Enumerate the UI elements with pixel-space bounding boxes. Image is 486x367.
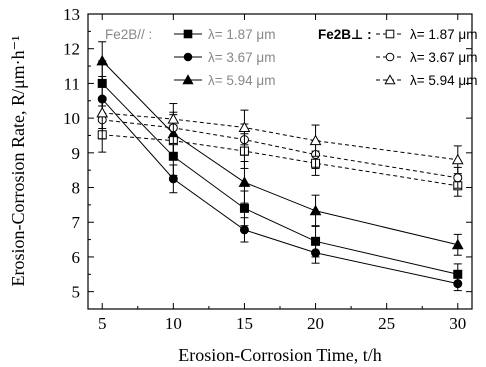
legend-label-0: λ= 1.87 μm [208,27,275,42]
y-tick-label-11: 11 [64,74,80,93]
x-tick-label-10: 10 [165,314,182,333]
data-point [309,134,322,146]
data-point [453,173,463,183]
data-point [453,279,463,289]
legend-marker-0 [183,29,193,39]
x-tick-label-15: 15 [236,314,253,333]
data-point [451,238,464,250]
series-5 [96,96,464,175]
legend-marker-2 [182,74,194,85]
series-line-3 [102,134,458,187]
x-tick-label-5: 5 [98,314,107,333]
x-tick-label-25: 25 [378,314,395,333]
data-point [238,176,251,187]
data-point [239,203,249,213]
legend-label-4: λ= 3.67 μm [410,50,477,65]
data-point [451,153,464,165]
data-point [167,113,180,124]
x-axis-title: Erosion-Corrosion Time, t/h [178,345,382,365]
legend-marker-3 [385,29,395,39]
legend-marker-4 [385,52,395,62]
legend-group-label-0: Fe2B// : [105,27,152,42]
x-tick-label-30: 30 [449,314,466,333]
series-line-4 [102,119,458,179]
data-point [239,225,249,235]
legend-group-label-1: Fe2B⊥ : [318,27,372,42]
y-tick-label-6: 6 [72,248,81,267]
legend-label-2: λ= 5.94 μm [208,73,275,88]
series-1 [97,75,463,292]
data-point [168,174,178,184]
y-tick-label-10: 10 [63,109,80,128]
series-3 [97,116,463,197]
series-4 [97,100,463,189]
legend-label-3: λ= 1.87 μm [410,27,477,42]
series-line-0 [101,83,458,275]
x-tick-label-20: 20 [307,314,324,333]
y-tick-label-8: 8 [72,179,81,198]
legend-marker-1 [183,52,193,62]
y-tick-label-12: 12 [63,40,80,59]
data-point [96,106,109,118]
series-0 [97,60,463,286]
axis-ticks: 5 10 15 20 25 30 5 6 7 8 9 10 11 12 13 [63,5,472,333]
data-point [311,248,321,258]
y-tick-label-13: 13 [63,5,80,24]
data-point [309,204,322,216]
series-line-1 [101,98,458,285]
legend-label-5: λ= 5.94 μm [410,73,477,88]
data-point [238,121,251,132]
legend: Fe2B// : Fe2B⊥ : λ= 1.87 μm λ= 3.67 μm λ= … [105,27,477,88]
y-tick-label-7: 7 [72,213,81,232]
y-tick-label-9: 9 [72,144,81,163]
series-layer [96,41,464,292]
series-line-2 [101,60,458,246]
series-2 [96,41,464,256]
data-point [96,54,109,66]
y-tick-label-5: 5 [72,283,81,302]
legend-marker-5 [384,74,396,85]
legend-label-1: λ= 3.67 μm [208,50,275,65]
series-line-5 [102,112,458,161]
y-axis-title: Erosion-Corrosion Rate, R/μm·h⁻¹ [8,35,28,286]
